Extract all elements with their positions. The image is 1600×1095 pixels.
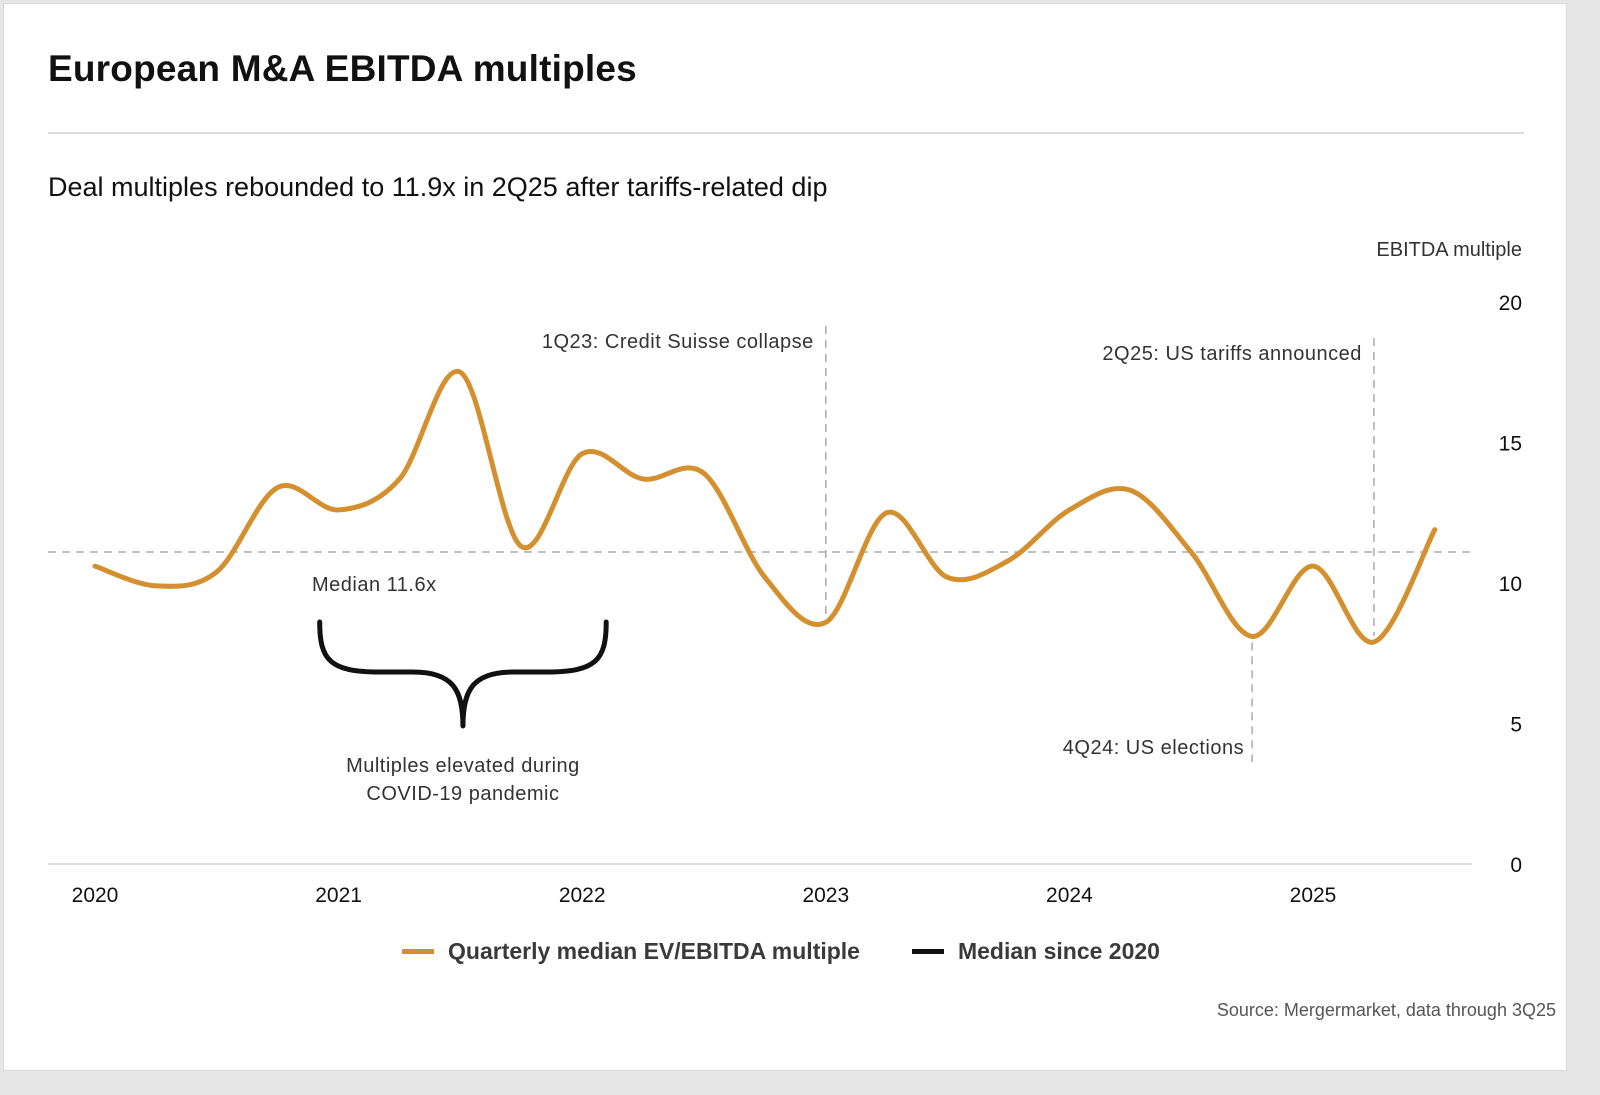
source-note: Source: Mergermarket, data through 3Q25 xyxy=(1216,1000,1556,1020)
legend-item-quarterly[interactable]: Quarterly median EV/EBITDA multiple xyxy=(402,938,860,965)
y-tick-label: 5 xyxy=(1510,714,1522,737)
x-tick-label: 2024 xyxy=(1046,884,1093,907)
x-tick-label: 2020 xyxy=(72,884,119,907)
chart-title: European M&A EBITDA multiples xyxy=(48,48,637,89)
y-tick-label: 0 xyxy=(1510,854,1522,877)
y-tick-label: 15 xyxy=(1499,433,1522,456)
bracket-label-line2: COVID-19 pandemic xyxy=(366,783,559,805)
event-label: 4Q24: US elections xyxy=(1063,737,1244,759)
x-tick-label: 2022 xyxy=(559,884,606,907)
x-tick-label: 2025 xyxy=(1290,884,1337,907)
y-axis-title: EBITDA multiple xyxy=(1376,239,1522,261)
covid-bracket xyxy=(317,619,609,729)
chart-subtitle: Deal multiples rebounded to 11.9x in 2Q2… xyxy=(48,172,828,202)
legend-swatch-median xyxy=(911,949,944,954)
bracket-label-line1: Multiples elevated during xyxy=(346,755,580,777)
legend-label-median: Median since 2020 xyxy=(957,938,1160,964)
legend-item-median[interactable]: Median since 2020 xyxy=(911,938,1160,965)
series-line-quarterly-median xyxy=(92,368,1438,645)
legend-label-quarterly: Quarterly median EV/EBITDA multiple xyxy=(448,938,860,964)
legend: Quarterly median EV/EBITDA multiple Medi… xyxy=(0,938,1562,965)
legend-swatch-quarterly xyxy=(402,949,435,954)
event-label: 2Q25: US tariffs announced xyxy=(1102,343,1361,365)
y-tick-label: 20 xyxy=(1499,292,1522,315)
median-label: Median 11.6x xyxy=(312,574,437,596)
x-tick-label: 2021 xyxy=(315,884,362,907)
x-tick-label: 2023 xyxy=(802,884,849,907)
title-divider xyxy=(48,132,1524,134)
chart-card: European M&A EBITDA multiples Deal multi… xyxy=(3,3,1567,1071)
event-label: 1Q23: Credit Suisse collapse xyxy=(542,331,814,353)
y-tick-label: 10 xyxy=(1499,573,1522,596)
